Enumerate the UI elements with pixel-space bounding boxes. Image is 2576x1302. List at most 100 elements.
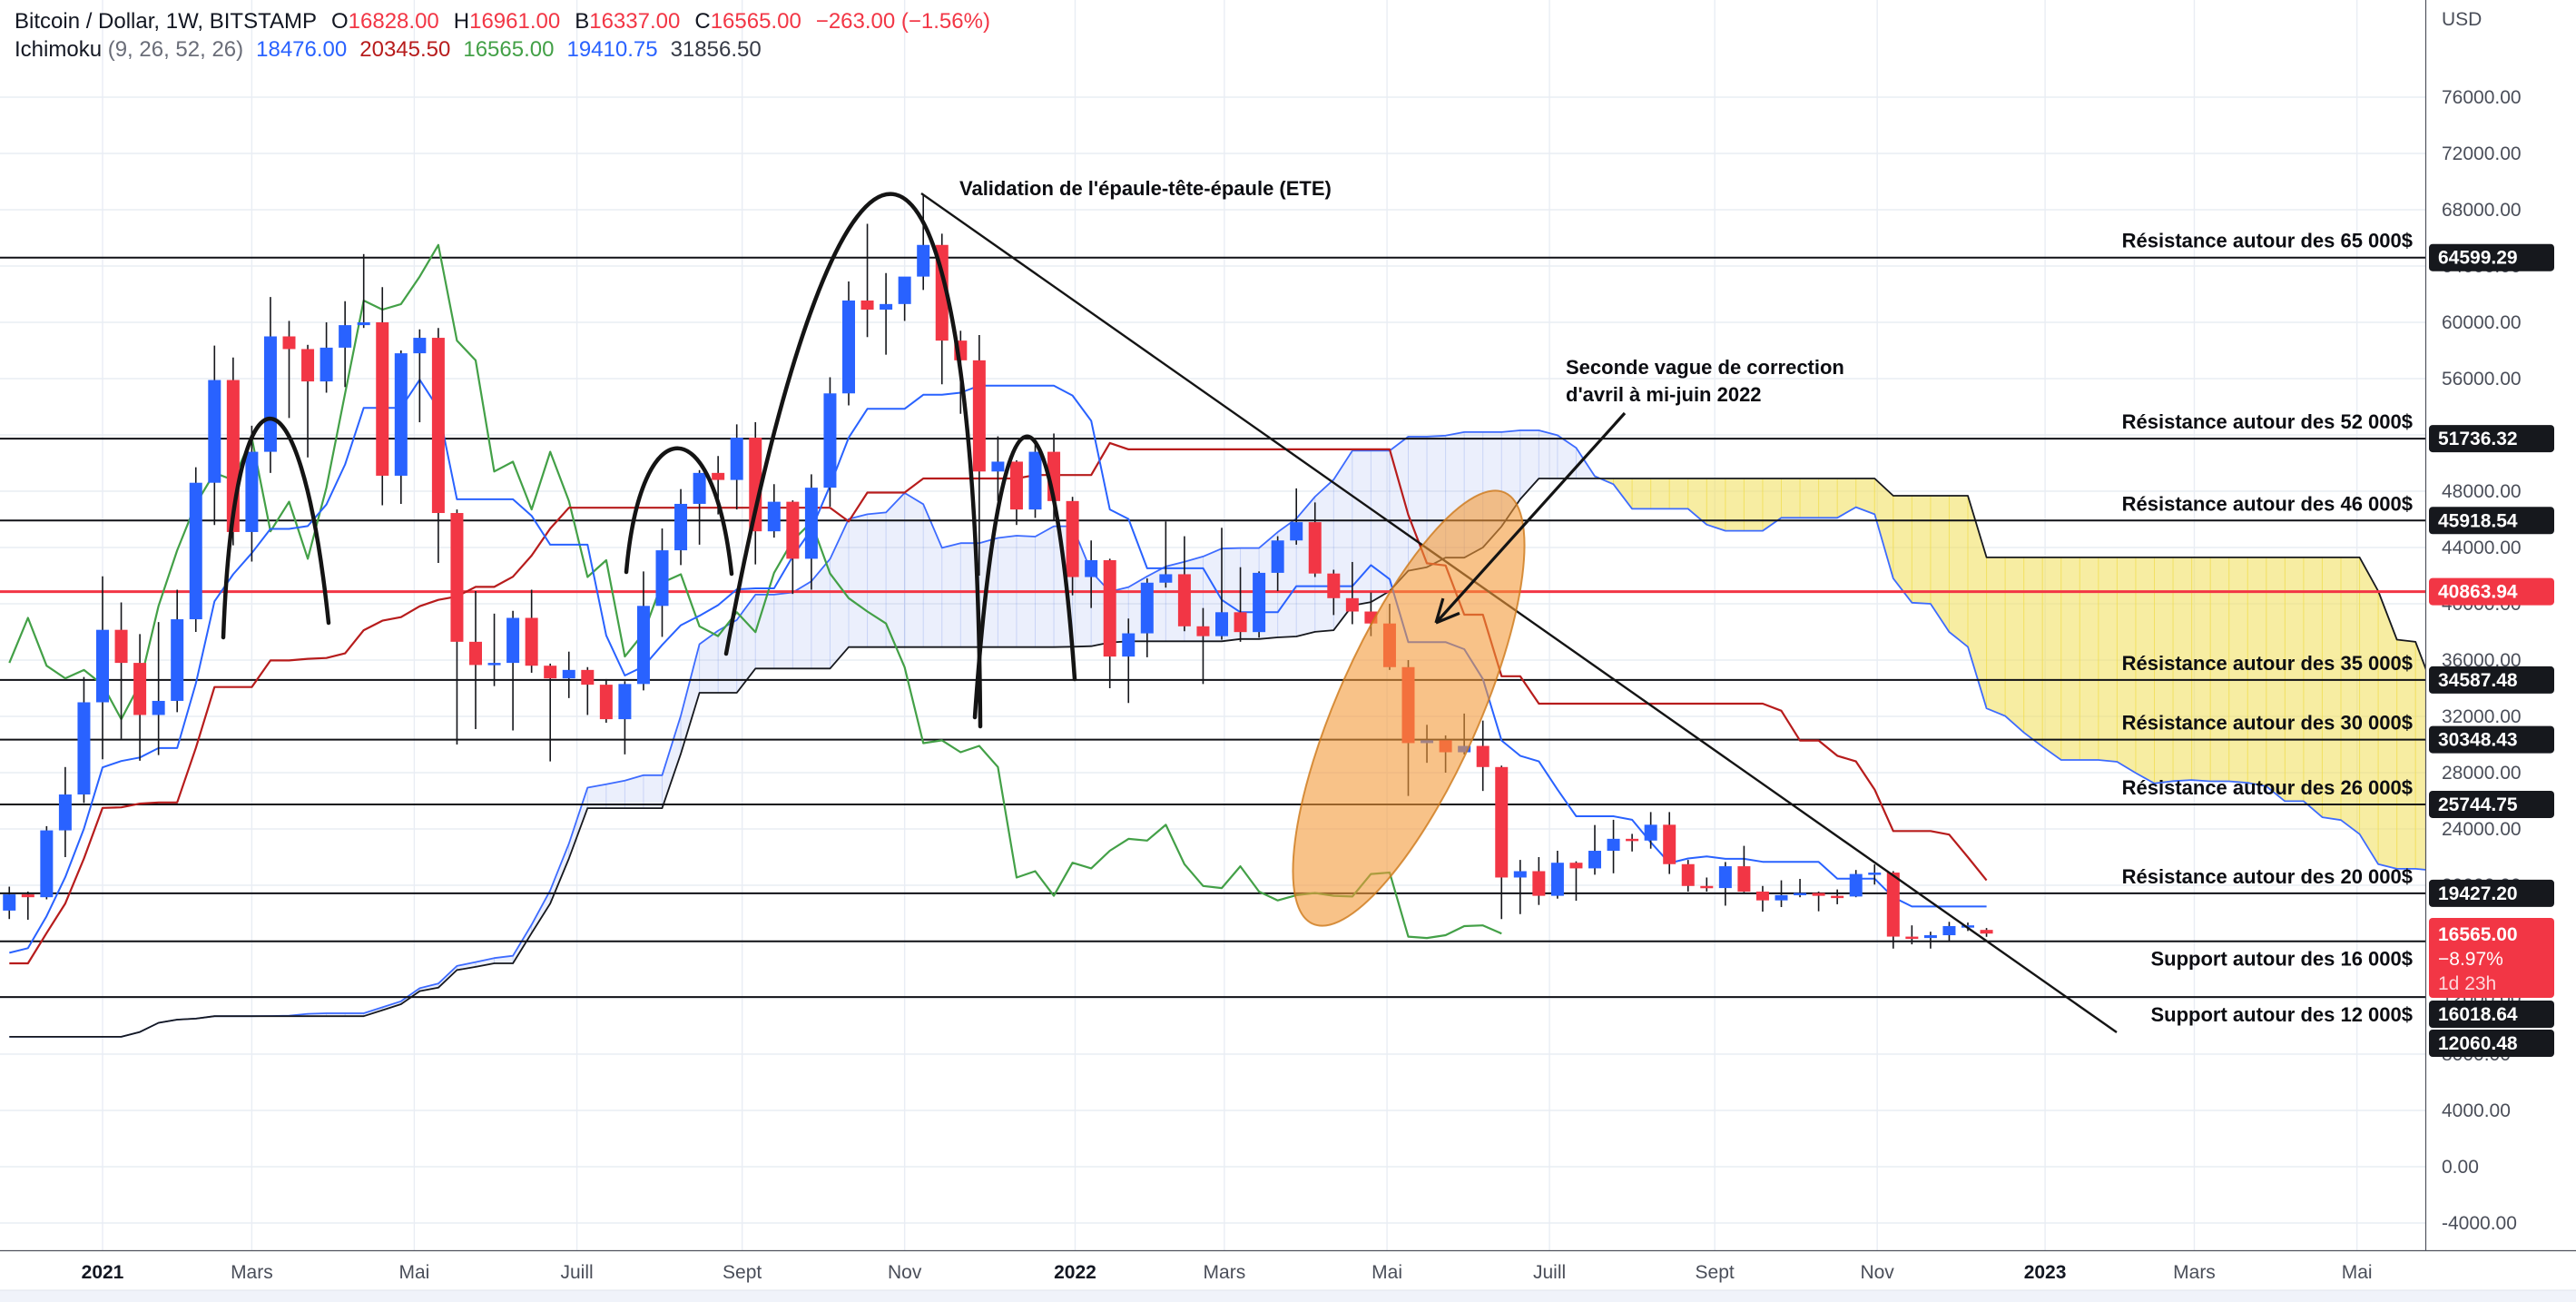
candle: [1159, 521, 1173, 588]
time-axis[interactable]: 2021 Mars Mai Juill Sept Nov 2022 Mars Mai Juill S…: [82, 1262, 2373, 1283]
time-tick-label: Nov: [1860, 1262, 1894, 1283]
candle: [40, 825, 54, 900]
candle: [1626, 833, 1639, 852]
candle: [674, 488, 688, 566]
candle: [1066, 497, 1079, 596]
svg-text:16018.64: 16018.64: [2438, 1004, 2518, 1025]
indicator-legend[interactable]: Ichimoku (9, 26, 52, 26) 18476.00 20345.50…: [15, 37, 762, 63]
horizontal-levels[interactable]: [0, 256, 2425, 999]
high-label: H: [453, 9, 470, 34]
time-tick-label: 2022: [1054, 1262, 1096, 1283]
svg-text:30348.43: 30348.43: [2438, 730, 2518, 751]
head-arc[interactable]: [723, 192, 983, 729]
wave-annotation: Seconde vague de correction: [1566, 356, 1844, 379]
candle: [189, 467, 202, 632]
candle: [506, 610, 520, 731]
candle: [898, 276, 911, 321]
candle: [1290, 488, 1303, 545]
svg-text:1d 23h: 1d 23h: [2438, 973, 2496, 994]
candle: [376, 287, 389, 506]
correction-wave-ellipse[interactable]: [1248, 464, 1569, 952]
candle: [1681, 860, 1695, 892]
low-value: 16337.00: [589, 9, 681, 34]
time-tick-label: Sept: [723, 1262, 762, 1283]
descending-trendline[interactable]: [920, 192, 2118, 1033]
candle: [1737, 845, 1751, 893]
candle: [1923, 932, 1937, 949]
candle: [860, 223, 874, 338]
price-level-badge: 16018.64: [2429, 1001, 2554, 1028]
price-axis[interactable]: USD-4000.000.004000.008000.0012000.00160…: [2429, 9, 2554, 1234]
candle: [562, 651, 575, 698]
time-tick-label: Mars: [1204, 1262, 1246, 1283]
candle: [301, 344, 315, 458]
candle: [469, 591, 482, 729]
ichimoku-cloud: [9, 429, 2425, 1038]
candle: [21, 891, 34, 920]
candle: [263, 297, 277, 473]
time-tick-label: Juill: [1533, 1262, 1566, 1283]
svg-text:16565.00: 16565.00: [2438, 924, 2518, 945]
candle: [1980, 928, 1993, 937]
candle: [133, 634, 147, 761]
svg-text:64599.29: 64599.29: [2438, 248, 2518, 269]
price-level-badge: 25744.75: [2429, 790, 2554, 818]
candle: [693, 469, 706, 545]
candle: [339, 301, 352, 388]
feb-top-arc[interactable]: [221, 416, 331, 640]
svg-text:34587.48: 34587.48: [2438, 670, 2518, 691]
candle: [1831, 889, 1844, 904]
price-tick-label: 76000.00: [2442, 87, 2522, 108]
annotation-arrow[interactable]: [1434, 411, 1627, 625]
symbol-title[interactable]: Bitcoin / Dollar, 1W, BITSTAMP: [15, 9, 317, 34]
candle: [599, 678, 613, 723]
indicator-params: (9, 26, 52, 26): [102, 37, 244, 62]
candle: [1308, 502, 1322, 577]
senkou-span-a-line: [9, 429, 2425, 1038]
close-value: 16565.00: [710, 9, 801, 34]
time-tick-label: Sept: [1696, 1262, 1735, 1283]
candle: [208, 345, 221, 526]
price-tick-label: 24000.00: [2442, 819, 2522, 840]
candle: [544, 663, 557, 762]
bottom-strip: [0, 1290, 2576, 1302]
time-tick-label: 2021: [82, 1262, 124, 1283]
candle: [1812, 891, 1825, 912]
candle: [1140, 578, 1154, 657]
candle: [972, 334, 986, 576]
price-level-badge: 12060.48: [2429, 1030, 2554, 1057]
candle: [357, 253, 370, 329]
candle: [1177, 536, 1191, 632]
candle: [1588, 824, 1601, 875]
candle: [1327, 569, 1341, 616]
open-label: O: [330, 9, 349, 34]
candle: [487, 613, 501, 686]
candle: [730, 424, 743, 510]
wave-annotation: d'avril à mi-juin 2022: [1566, 383, 1762, 406]
tenkan-sen-line: [9, 379, 1987, 954]
change-value: −263.00 (−1.56%): [815, 9, 990, 34]
candle: [1028, 443, 1042, 518]
time-tick-label: Juill: [560, 1262, 593, 1283]
candle: [1550, 851, 1564, 899]
candle: [1849, 870, 1863, 898]
candle: [1905, 925, 1919, 945]
time-tick-label: 2023: [2024, 1262, 2067, 1283]
candle: [245, 425, 259, 562]
candle: [1532, 857, 1546, 905]
right-shoulder-arc[interactable]: [972, 434, 1077, 720]
left-shoulder-arc[interactable]: [624, 446, 734, 577]
candle: [77, 676, 91, 804]
candle: [1513, 860, 1527, 914]
candle: [525, 589, 538, 673]
candle: [1569, 861, 1583, 902]
level-label: Résistance autour des 30 000$: [2122, 712, 2413, 735]
candle: [636, 571, 650, 691]
drawing-overlays[interactable]: [221, 192, 2118, 1033]
price-tick-label: 0.00: [2442, 1157, 2479, 1178]
candle: [171, 589, 184, 713]
svg-text:45918.54: 45918.54: [2438, 510, 2518, 531]
svg-text:40863.94: 40863.94: [2438, 582, 2518, 603]
candle: [917, 195, 930, 291]
